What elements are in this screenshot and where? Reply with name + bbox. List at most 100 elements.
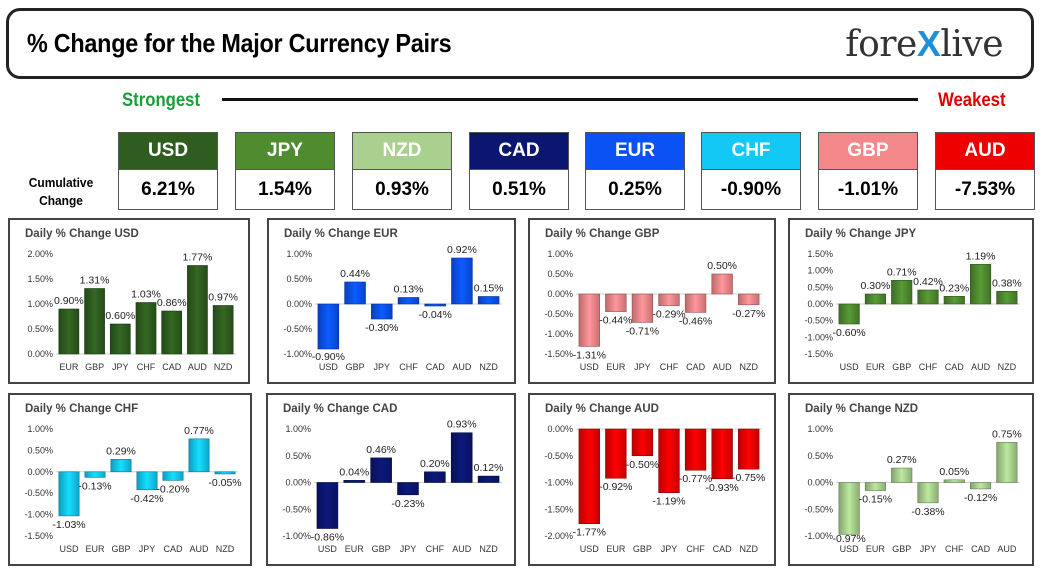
x-category-label: CHF bbox=[686, 544, 705, 554]
y-tick-label: -0.50% bbox=[544, 309, 573, 319]
data-label: 0.20% bbox=[420, 458, 450, 470]
x-category-label: JPY bbox=[920, 544, 937, 554]
x-category-label: EUR bbox=[606, 544, 626, 554]
bar-gbp bbox=[631, 428, 654, 457]
y-tick-label: 0.50% bbox=[807, 282, 833, 292]
x-category-label: CHF bbox=[660, 362, 679, 372]
data-label: -0.97% bbox=[833, 533, 866, 545]
bar-jpy bbox=[136, 471, 158, 491]
bar-usd bbox=[58, 471, 80, 517]
data-label: -0.13% bbox=[78, 480, 111, 492]
x-category-label: EUR bbox=[85, 544, 105, 554]
y-tick-label: 1.00% bbox=[27, 424, 53, 434]
bar-nzd bbox=[477, 475, 500, 483]
chart-title: Daily % Change EUR bbox=[284, 228, 398, 240]
data-label: 0.23% bbox=[939, 282, 969, 294]
x-category-label: AUD bbox=[188, 362, 208, 372]
data-label: -0.71% bbox=[626, 325, 659, 337]
x-category-label: USD bbox=[59, 544, 79, 554]
chart-panel-aud: Daily % Change AUD -2.00% -1.50% -1.00% -0.5… bbox=[528, 393, 776, 566]
x-category-label: NZD bbox=[479, 544, 498, 554]
y-tick-label: 0.50% bbox=[286, 274, 312, 284]
bar-gbp bbox=[84, 288, 105, 355]
y-tick-label: -1.00% bbox=[804, 531, 833, 541]
data-label: 0.15% bbox=[474, 283, 504, 295]
chart-title: Daily % Change JPY bbox=[805, 228, 917, 240]
y-tick-label: -0.50% bbox=[804, 316, 833, 326]
chart-title: Daily % Change USD bbox=[25, 228, 139, 240]
currency-value-nzd: 0.93% bbox=[352, 170, 452, 210]
bar-aud bbox=[996, 442, 1018, 483]
y-tick-label: -0.50% bbox=[544, 451, 573, 461]
bar-aud bbox=[970, 264, 992, 305]
bar-gbp bbox=[110, 459, 132, 473]
x-category-label: GBP bbox=[111, 544, 130, 554]
y-tick-label: 0.50% bbox=[27, 445, 53, 455]
bar-aud bbox=[451, 257, 473, 305]
x-category-label: NZD bbox=[216, 544, 235, 554]
x-category-label: EUR bbox=[59, 362, 79, 372]
x-category-label: CHF bbox=[137, 362, 156, 372]
data-label: -0.38% bbox=[911, 506, 944, 518]
data-label: -0.86% bbox=[311, 532, 344, 544]
bar-jpy bbox=[371, 303, 393, 320]
y-tick-label: -1.00% bbox=[24, 510, 53, 520]
data-label: -0.77% bbox=[679, 473, 712, 485]
x-category-label: USD bbox=[318, 544, 338, 554]
forexlive-logo: foreXlive bbox=[845, 23, 1003, 65]
y-tick-label: 1.50% bbox=[807, 249, 833, 259]
bar-nzd bbox=[738, 428, 760, 470]
y-tick-label: 0.00% bbox=[807, 299, 833, 309]
bar-cad bbox=[943, 296, 965, 305]
data-label: 0.27% bbox=[887, 454, 917, 466]
bar-jpy bbox=[397, 482, 419, 496]
data-label: 0.77% bbox=[184, 425, 214, 437]
x-category-label: USD bbox=[840, 362, 860, 372]
y-tick-label: 0.50% bbox=[547, 269, 573, 279]
y-tick-label: -1.00% bbox=[282, 531, 311, 541]
chart-svg: Daily % Change CAD -1.00% -0.50% 0.00% 0.50%… bbox=[282, 403, 503, 554]
x-category-label: CAD bbox=[945, 362, 965, 372]
x-category-label: AUD bbox=[713, 362, 733, 372]
data-label: 0.86% bbox=[157, 297, 187, 309]
y-tick-label: 0.50% bbox=[27, 324, 53, 334]
chart-svg: Daily % Change EUR -1.00% -0.50% 0.00% 0.50%… bbox=[283, 228, 504, 372]
currency-value-aud: -7.53% bbox=[935, 170, 1035, 210]
bar-nzd bbox=[996, 291, 1018, 305]
x-category-label: GBP bbox=[892, 362, 911, 372]
x-category-label: EUR bbox=[345, 544, 365, 554]
y-tick-label: 0.00% bbox=[547, 289, 573, 299]
chart-title: Daily % Change CHF bbox=[25, 403, 138, 415]
bar-chf bbox=[397, 297, 420, 305]
title-box: % Change for the Major Currency Pairs fo… bbox=[6, 8, 1034, 79]
bar-usd bbox=[316, 482, 339, 529]
bar-chf bbox=[424, 471, 446, 483]
y-tick-label: 1.50% bbox=[27, 274, 53, 284]
data-label: -0.42% bbox=[130, 493, 163, 505]
bar-eur bbox=[343, 480, 366, 483]
y-tick-label: 1.00% bbox=[285, 424, 311, 434]
data-label: -0.50% bbox=[626, 459, 659, 471]
bar-gbp bbox=[370, 457, 392, 483]
y-tick-label: 0.00% bbox=[286, 299, 312, 309]
strength-arrow-line bbox=[222, 98, 918, 101]
x-category-label: GBP bbox=[85, 362, 104, 372]
x-category-label: JPY bbox=[400, 544, 417, 554]
currency-head-chf: CHF bbox=[701, 132, 801, 170]
y-tick-label: -0.50% bbox=[804, 504, 833, 514]
x-category-label: CAD bbox=[162, 362, 182, 372]
bar-aud bbox=[450, 432, 473, 483]
data-label: -0.05% bbox=[208, 477, 241, 489]
bar-usd bbox=[578, 428, 600, 524]
bar-nzd bbox=[214, 471, 236, 475]
currency-head-nzd: NZD bbox=[352, 132, 452, 170]
data-label: 0.71% bbox=[887, 266, 917, 278]
x-category-label: GBP bbox=[346, 362, 365, 372]
bar-jpy bbox=[658, 428, 680, 493]
currency-head-eur: EUR bbox=[585, 132, 685, 170]
bar-aud bbox=[188, 438, 210, 473]
x-category-label: CAD bbox=[426, 362, 446, 372]
data-label: 0.75% bbox=[992, 428, 1022, 440]
data-label: 0.44% bbox=[340, 268, 370, 280]
y-tick-label: -0.50% bbox=[282, 504, 311, 514]
